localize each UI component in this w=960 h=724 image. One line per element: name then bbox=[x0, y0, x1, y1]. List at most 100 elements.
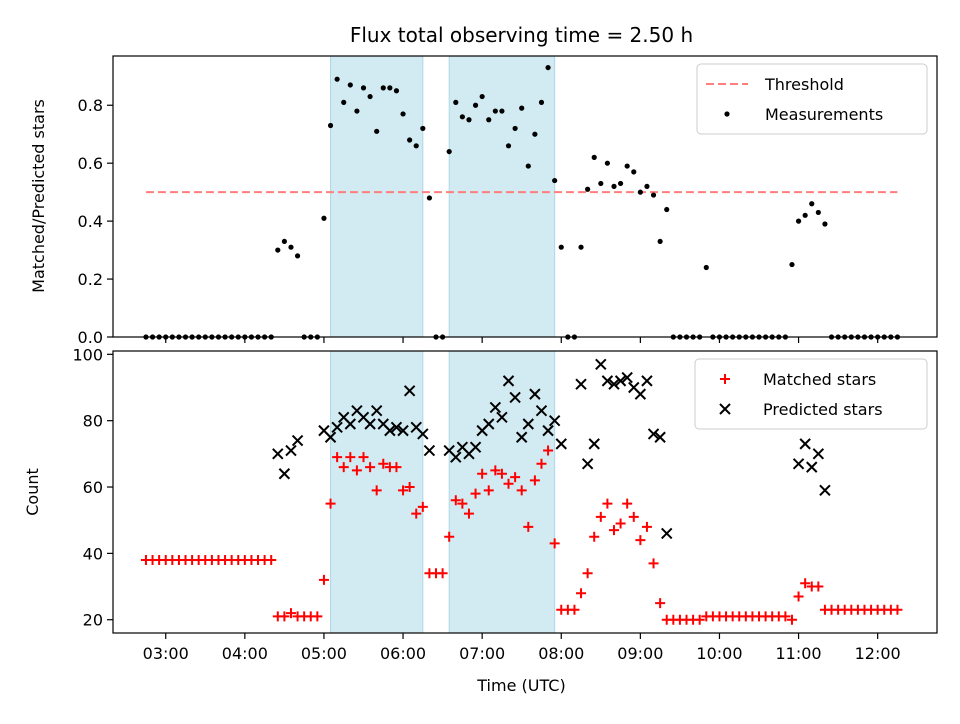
predicted-point bbox=[370, 405, 383, 417]
top-ytick-label: 0.8 bbox=[78, 96, 103, 115]
measurement-point bbox=[664, 206, 670, 213]
xtick-label: 10:00 bbox=[696, 644, 742, 663]
measurement-point bbox=[644, 183, 650, 189]
measurement-point bbox=[407, 137, 413, 143]
measurement-point bbox=[637, 189, 643, 195]
matched-point bbox=[457, 498, 468, 509]
predicted-point bbox=[423, 444, 436, 457]
matched-point bbox=[490, 465, 501, 476]
measurement-point bbox=[545, 64, 551, 71]
matched-point bbox=[503, 478, 514, 489]
predicted-point bbox=[812, 448, 825, 460]
bottom-ytick-label: 60 bbox=[83, 478, 103, 497]
matched-point bbox=[655, 598, 666, 609]
bottom-series-2 bbox=[272, 358, 831, 540]
measurement-point bbox=[789, 261, 795, 268]
bottom-plot-frame bbox=[112, 350, 938, 634]
measurement-point bbox=[703, 264, 709, 271]
xtick-label: 06:00 bbox=[380, 644, 426, 663]
predicted-point bbox=[384, 424, 396, 437]
matched-point bbox=[628, 511, 639, 522]
matched-point bbox=[351, 465, 362, 476]
top-observing-span-2 bbox=[448, 55, 556, 338]
matched-point bbox=[391, 462, 402, 473]
xtick-label: 07:00 bbox=[459, 644, 505, 663]
xtick-label: 08:00 bbox=[538, 644, 584, 663]
predicted-point bbox=[588, 438, 600, 450]
measurement-point bbox=[492, 108, 498, 114]
matched-point bbox=[450, 495, 461, 506]
legend-label: Threshold bbox=[764, 75, 844, 94]
predicted-point bbox=[278, 468, 291, 480]
predicted-point bbox=[792, 458, 805, 470]
measurement-point bbox=[288, 244, 294, 250]
legend-matched-handle bbox=[720, 374, 730, 384]
measurement-point bbox=[374, 128, 380, 134]
legend-label: Predicted stars bbox=[763, 400, 883, 419]
predicted-point bbox=[806, 461, 818, 473]
matched-point bbox=[325, 498, 336, 509]
measurement-point bbox=[354, 108, 360, 114]
measurement-point bbox=[453, 99, 459, 105]
matched-point bbox=[318, 574, 329, 585]
top-ytick-label: 0.6 bbox=[78, 154, 103, 173]
matched-point bbox=[694, 614, 705, 625]
measurement-point bbox=[393, 88, 400, 94]
matched-point bbox=[793, 591, 804, 602]
matched-point bbox=[358, 452, 369, 463]
matched-point bbox=[477, 468, 488, 479]
matched-point bbox=[463, 508, 474, 519]
predicted-point bbox=[344, 418, 357, 430]
matched-point bbox=[332, 452, 343, 463]
measurement-point bbox=[360, 85, 367, 91]
matched-point bbox=[800, 578, 811, 589]
measurement-point bbox=[512, 125, 518, 132]
matched-point bbox=[622, 498, 633, 509]
predicted-point bbox=[403, 385, 416, 397]
chart-title: Flux total observing time = 2.50 h bbox=[350, 23, 693, 47]
measurement-point bbox=[795, 218, 802, 224]
predicted-point bbox=[542, 424, 554, 437]
measurement-point bbox=[275, 247, 281, 253]
top-ytick-label: 0.4 bbox=[78, 212, 103, 231]
bottom-ylabel: Count bbox=[23, 468, 42, 516]
measurement-point bbox=[420, 125, 426, 132]
matched-point bbox=[365, 462, 376, 473]
measurement-point bbox=[334, 76, 340, 82]
measurement-point bbox=[604, 160, 611, 166]
matched-point bbox=[266, 555, 277, 566]
matched-point bbox=[569, 604, 580, 615]
predicted-point bbox=[595, 358, 607, 370]
measurement-point bbox=[822, 221, 828, 227]
matched-point bbox=[589, 531, 600, 542]
matched-point bbox=[523, 521, 534, 532]
predicted-point bbox=[417, 428, 429, 440]
measurement-point bbox=[802, 212, 808, 218]
measurement-point bbox=[525, 163, 531, 169]
measurement-point bbox=[624, 163, 630, 169]
predicted-point bbox=[529, 388, 541, 400]
matched-point bbox=[549, 538, 560, 549]
predicted-point bbox=[819, 484, 831, 497]
measurement-point bbox=[367, 93, 373, 100]
measurement-point bbox=[341, 99, 347, 105]
matched-point bbox=[892, 604, 903, 615]
matched-point bbox=[404, 482, 415, 493]
measurement-point bbox=[380, 85, 386, 91]
measurement-point bbox=[519, 105, 525, 111]
matched-point bbox=[602, 498, 613, 509]
predicted-point bbox=[509, 391, 521, 404]
measurement-point bbox=[598, 180, 604, 187]
measurement-point bbox=[466, 117, 472, 123]
bottom-series-1 bbox=[140, 445, 903, 625]
measurement-point bbox=[631, 169, 637, 175]
top-observing-span-1 bbox=[330, 55, 424, 338]
top-panel: 0.0 0.2 0.4 0.6 0.8 Threshold Measurements bbox=[78, 55, 938, 347]
predicted-point bbox=[364, 418, 376, 430]
measurement-point bbox=[815, 209, 821, 216]
predicted-point bbox=[548, 414, 561, 427]
measurement-point bbox=[426, 195, 433, 201]
xtick-label: 11:00 bbox=[776, 644, 822, 663]
xtick-label: 09:00 bbox=[617, 644, 663, 663]
